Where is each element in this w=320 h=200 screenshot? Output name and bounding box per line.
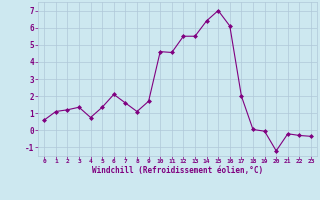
- X-axis label: Windchill (Refroidissement éolien,°C): Windchill (Refroidissement éolien,°C): [92, 166, 263, 175]
